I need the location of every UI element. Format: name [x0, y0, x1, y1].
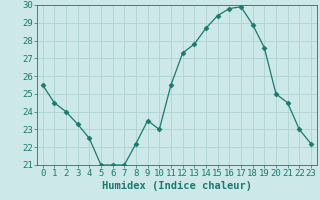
X-axis label: Humidex (Indice chaleur): Humidex (Indice chaleur) — [102, 181, 252, 191]
